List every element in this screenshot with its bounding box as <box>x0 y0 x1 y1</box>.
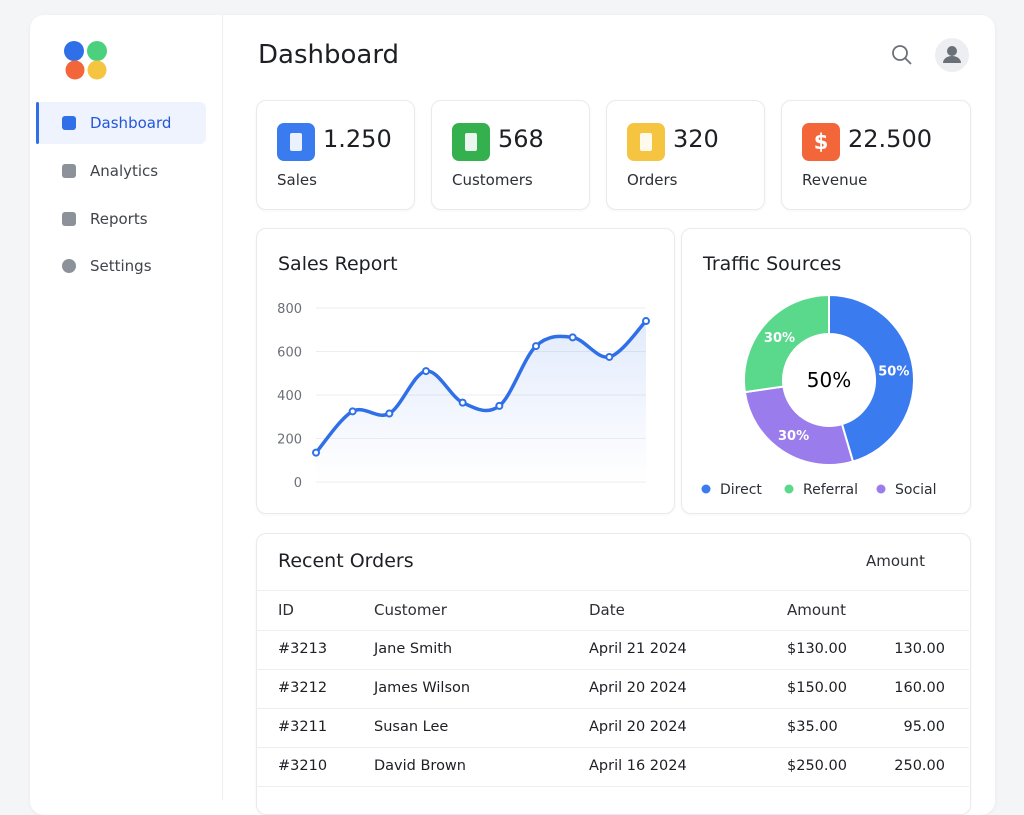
table-cell: April 20 2024 <box>589 680 687 696</box>
table-extra-header: Amount <box>866 552 925 570</box>
point <box>532 342 540 351</box>
legend-label: Direct <box>720 482 762 498</box>
table-cell: $35.00 <box>787 719 838 735</box>
point <box>495 401 504 410</box>
table-cell: #3210 <box>278 758 328 774</box>
point <box>312 448 320 457</box>
table-cell: 95.00 <box>903 719 945 735</box>
slice <box>828 293 915 463</box>
sidebar <box>30 15 223 800</box>
legend-dot <box>701 484 711 494</box>
divider <box>256 590 969 591</box>
stat-icon <box>627 123 665 161</box>
nav-item[interactable]: Settings <box>36 245 206 287</box>
slice-label: 50% <box>878 365 909 380</box>
avatar[interactable] <box>934 37 970 73</box>
stat-card: $22.500 Revenue <box>781 100 971 210</box>
stat-icon: $ <box>802 123 840 161</box>
logo <box>64 41 107 80</box>
point <box>348 407 357 416</box>
stat-label: Orders <box>627 171 678 189</box>
table-cell: $130.00 <box>787 641 847 657</box>
line <box>314 319 648 455</box>
divider <box>256 669 969 670</box>
column-header: Amount <box>787 601 846 619</box>
stat-label: Revenue <box>802 171 868 189</box>
stat-card: 1.250 Sales <box>256 100 415 210</box>
nav-item[interactable]: Reports <box>36 198 206 240</box>
center-label: 50% <box>807 368 851 392</box>
point <box>605 352 614 361</box>
stat-label: Sales <box>277 171 317 189</box>
table-cell: Susan Lee <box>374 719 449 735</box>
y-tick-label: 200 <box>277 433 302 448</box>
stat-card: 568 Customers <box>431 100 590 210</box>
table-cell: 160.00 <box>894 680 945 696</box>
stat-icon <box>277 123 315 161</box>
point <box>642 317 650 326</box>
column-header: ID <box>278 601 294 619</box>
point <box>385 409 394 418</box>
y-tick-label: 600 <box>277 346 302 361</box>
table-cell: April 21 2024 <box>589 641 687 657</box>
table-cell: April 16 2024 <box>589 758 687 774</box>
page-title: Dashboard <box>258 40 400 70</box>
table-cell: 250.00 <box>894 758 945 774</box>
point <box>458 398 467 407</box>
stat-value: 22.500 <box>848 125 932 153</box>
orders-card <box>256 533 971 815</box>
stat-icon <box>452 123 490 161</box>
table-title: Recent Orders <box>278 550 414 572</box>
slice <box>743 293 830 394</box>
y-tick-label: 800 <box>277 302 302 317</box>
table-cell: $150.00 <box>787 680 847 696</box>
slice-label: 30% <box>778 429 809 444</box>
traffic-card: Traffic Sources 50% 30% 30% 50% Direct Referr… <box>681 228 971 514</box>
point <box>422 367 430 376</box>
table-cell: 130.00 <box>894 641 945 657</box>
column-header: Customer <box>374 601 447 619</box>
line-chart: 0 200 400 600 800 <box>277 302 650 491</box>
divider <box>256 747 969 748</box>
stat-value: 568 <box>498 125 544 153</box>
slice-label: 30% <box>764 331 795 346</box>
legend-label: Referral <box>803 482 858 498</box>
table-cell: David Brown <box>374 758 466 774</box>
column-header: Date <box>589 601 625 619</box>
chart-title: Traffic Sources <box>703 253 842 275</box>
area <box>316 321 646 482</box>
nav-label: Reports <box>90 210 148 228</box>
point <box>568 333 577 342</box>
chart-title: Sales Report <box>278 253 398 275</box>
nav-label: Settings <box>90 257 152 275</box>
legend-dot <box>876 484 886 494</box>
table-cell: $250.00 <box>787 758 847 774</box>
stat-value: 320 <box>673 125 719 153</box>
table-cell: April 20 2024 <box>589 719 687 735</box>
stat-card: 320 Orders <box>606 100 765 210</box>
y-tick-label: 0 <box>294 476 302 491</box>
nav-item[interactable]: Dashboard <box>36 102 206 144</box>
nav-label: Dashboard <box>90 114 172 132</box>
donut-chart: 50% 30% 30% 50% Direct Referral Social <box>701 293 937 498</box>
divider <box>256 708 969 709</box>
nav-item[interactable]: Analytics <box>36 150 206 192</box>
stat-label: Customers <box>452 171 533 189</box>
slice <box>743 385 855 466</box>
nav-label: Analytics <box>90 162 159 180</box>
legend-dot <box>784 484 794 494</box>
stat-value: 1.250 <box>323 125 392 153</box>
table-cell: Jane Smith <box>374 641 453 657</box>
search-button[interactable] <box>890 43 914 67</box>
table-cell: #3213 <box>278 641 328 657</box>
table-cell: #3211 <box>278 719 328 735</box>
divider <box>256 630 969 631</box>
divider <box>256 786 969 787</box>
table-cell: #3212 <box>278 680 328 696</box>
y-tick-label: 400 <box>277 389 302 404</box>
sales-card: Sales Report 0 200 400 600 800 <box>256 228 675 514</box>
table-cell: James Wilson <box>374 680 471 696</box>
legend-label: Social <box>895 482 937 498</box>
